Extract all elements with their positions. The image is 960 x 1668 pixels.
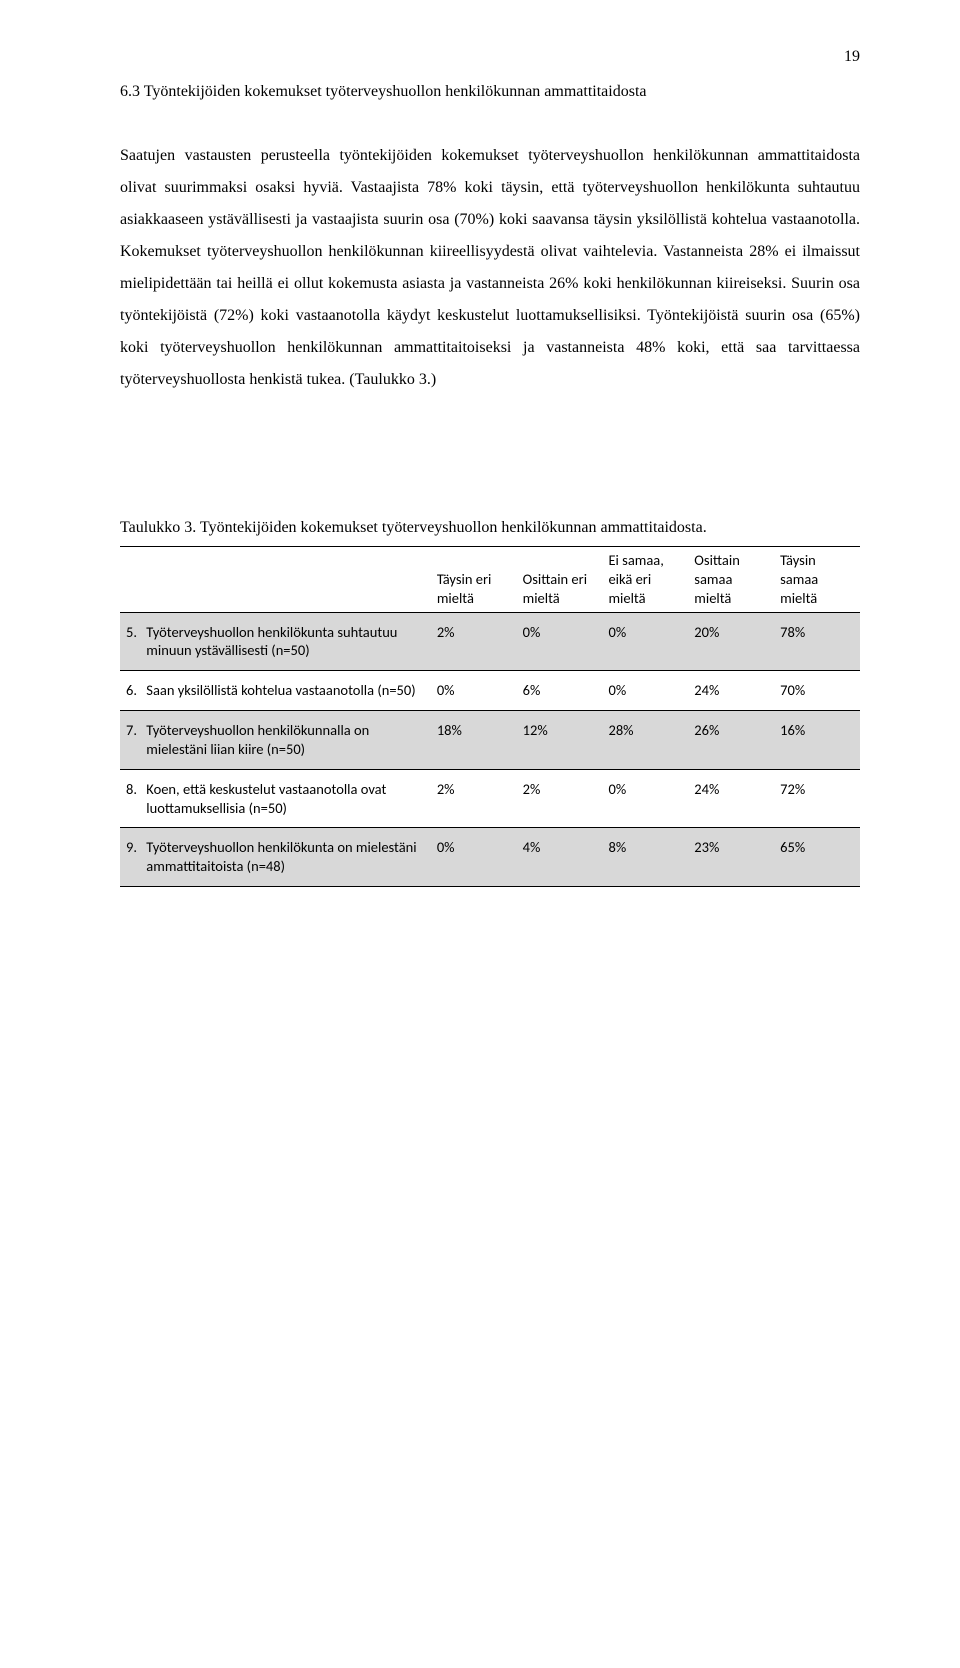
table-row: 8.Koen, että keskustelut vastaanotolla o… [120, 769, 860, 828]
value-cell: 24% [688, 671, 774, 711]
row-label-cell: 8.Koen, että keskustelut vastaanotolla o… [120, 769, 431, 828]
value-cell: 2% [431, 612, 517, 671]
row-number: 7. [126, 721, 146, 740]
value-cell: 2% [431, 769, 517, 828]
value-cell: 0% [431, 828, 517, 887]
row-number: 6. [126, 681, 146, 700]
table-header-col: Osittain samaa mieltä [688, 547, 774, 613]
row-number: 8. [126, 780, 146, 799]
value-cell: 0% [602, 671, 688, 711]
value-cell: 2% [517, 769, 603, 828]
row-label: Työterveyshuollon henkilökunta on mieles… [146, 838, 422, 876]
value-cell: 0% [517, 612, 603, 671]
value-cell: 0% [602, 769, 688, 828]
section-heading: 6.3 Työntekijöiden kokemukset työterveys… [120, 80, 860, 104]
results-table: Täysin eri mieltä Osittain eri mieltä Ei… [120, 546, 860, 887]
page-number: 19 [844, 48, 860, 66]
row-label: Koen, että keskustelut vastaanotolla ova… [146, 780, 422, 818]
row-label: Työterveyshuollon henkilökunta suhtautuu… [146, 623, 422, 661]
table-row: 6.Saan yksilöllistä kohtelua vastaanotol… [120, 671, 860, 711]
value-cell: 26% [688, 711, 774, 770]
value-cell: 4% [517, 828, 603, 887]
table-header-col: Täysin samaa mieltä [774, 547, 860, 613]
value-cell: 65% [774, 828, 860, 887]
value-cell: 12% [517, 711, 603, 770]
table-header-row: Täysin eri mieltä Osittain eri mieltä Ei… [120, 547, 860, 613]
table-caption: Taulukko 3. Työntekijöiden kokemukset ty… [120, 516, 860, 540]
value-cell: 0% [602, 612, 688, 671]
value-cell: 28% [602, 711, 688, 770]
row-label-cell: 5.Työterveyshuollon henkilökunta suhtaut… [120, 612, 431, 671]
row-label-cell: 7.Työterveyshuollon henkilökunnalla on m… [120, 711, 431, 770]
value-cell: 16% [774, 711, 860, 770]
row-label-cell: 6.Saan yksilöllistä kohtelua vastaanotol… [120, 671, 431, 711]
value-cell: 78% [774, 612, 860, 671]
row-label-cell: 9.Työterveyshuollon henkilökunta on miel… [120, 828, 431, 887]
row-number: 9. [126, 838, 146, 857]
value-cell: 0% [431, 671, 517, 711]
table-row: 9.Työterveyshuollon henkilökunta on miel… [120, 828, 860, 887]
value-cell: 18% [431, 711, 517, 770]
table-header-empty [120, 547, 431, 613]
value-cell: 23% [688, 828, 774, 887]
table-header-col: Osittain eri mieltä [517, 547, 603, 613]
value-cell: 20% [688, 612, 774, 671]
table-header-col: Ei samaa, eikä eri mieltä [602, 547, 688, 613]
table-header-col: Täysin eri mieltä [431, 547, 517, 613]
table-row: 5.Työterveyshuollon henkilökunta suhtaut… [120, 612, 860, 671]
value-cell: 24% [688, 769, 774, 828]
body-paragraph: Saatujen vastausten perusteella työnteki… [120, 140, 860, 396]
table-row: 7.Työterveyshuollon henkilökunnalla on m… [120, 711, 860, 770]
row-number: 5. [126, 623, 146, 642]
row-label: Saan yksilöllistä kohtelua vastaanotolla… [146, 681, 422, 700]
value-cell: 6% [517, 671, 603, 711]
row-label: Työterveyshuollon henkilökunnalla on mie… [146, 721, 422, 759]
value-cell: 72% [774, 769, 860, 828]
value-cell: 70% [774, 671, 860, 711]
value-cell: 8% [602, 828, 688, 887]
